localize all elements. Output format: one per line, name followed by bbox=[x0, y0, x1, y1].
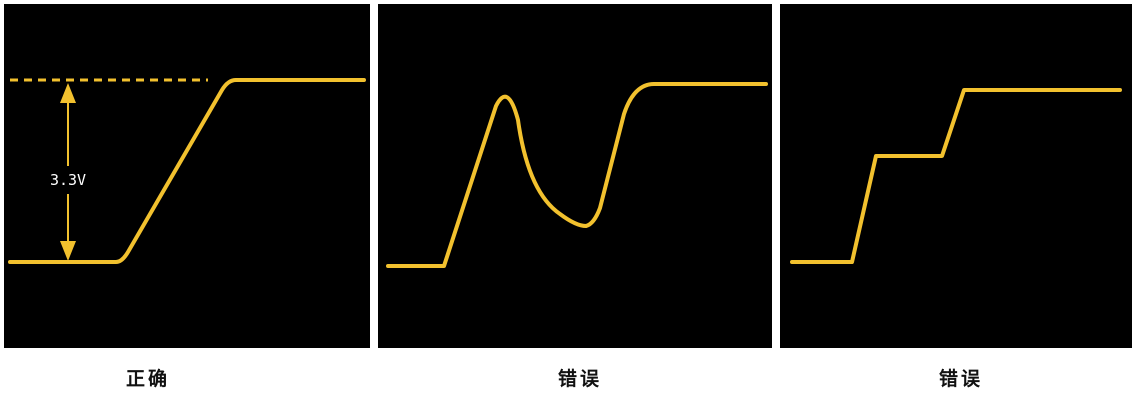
waveform-line bbox=[8, 78, 366, 264]
voltage-arrow-down-head bbox=[60, 241, 76, 261]
panel-correct: 3.3V bbox=[4, 4, 370, 348]
caption-wrong-stepped: 错误 bbox=[938, 368, 984, 390]
waveform-plot-stepped bbox=[790, 88, 1122, 264]
waveform-line bbox=[790, 88, 1122, 264]
voltage-arrow-up-head bbox=[60, 83, 76, 103]
caption-correct: 正确 bbox=[125, 368, 171, 390]
waveform-line bbox=[386, 82, 768, 268]
voltage-label: 3.3V bbox=[50, 171, 86, 189]
caption-wrong-glitch: 错误 bbox=[557, 368, 603, 390]
waveform-plot-correct: 3.3V bbox=[8, 78, 366, 264]
panel-wrong-stepped bbox=[780, 4, 1132, 348]
waveform-plot-glitch bbox=[386, 82, 768, 268]
panel-wrong-glitch bbox=[378, 4, 772, 348]
